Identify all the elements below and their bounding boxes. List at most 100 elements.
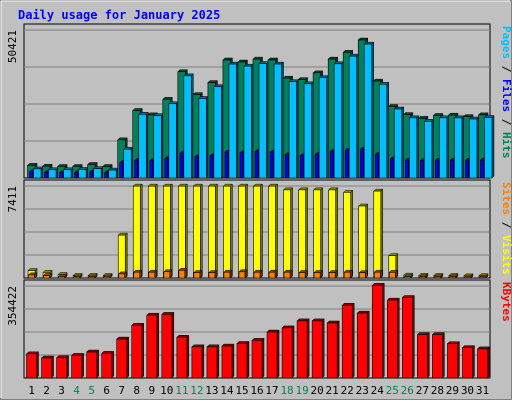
day-label-25: 25 <box>386 384 399 397</box>
bar-visits-day-16 <box>252 183 264 279</box>
bar-kbytes-day-10 <box>161 311 175 379</box>
bar-sites-day-31 <box>478 274 489 279</box>
bar-pages-day-11 <box>183 73 194 179</box>
bar-kbytes-day-26 <box>401 294 415 379</box>
legend-entry-visits: Visits <box>500 235 512 275</box>
day-label-12: 12 <box>190 384 203 397</box>
bar-pages-day-31 <box>483 114 495 179</box>
day-label-9: 9 <box>148 384 155 397</box>
bar-pages-day-7 <box>123 146 134 179</box>
bar-visits-day-15 <box>237 183 249 279</box>
bar-pages-day-13 <box>213 84 225 179</box>
legend-kbytes: KBytes <box>500 282 512 322</box>
day-label-27: 27 <box>416 384 429 397</box>
bar-visits-day-13 <box>207 183 219 279</box>
day-label-6: 6 <box>103 384 110 397</box>
bar-kbytes-day-13 <box>206 344 220 379</box>
bar-kbytes-day-31 <box>476 346 491 379</box>
bar-pages-day-22 <box>348 53 360 179</box>
bar-sites-day-2 <box>42 272 53 279</box>
bar-kbytes-day-9 <box>146 312 160 379</box>
bar-visits-day-12 <box>192 183 203 279</box>
bar-pages-day-17 <box>273 61 285 179</box>
panel-hits-files-pages: 50421 Pages / Files / Hits <box>6 23 512 179</box>
bar-kbytes-day-30 <box>461 345 476 379</box>
legend-entry-pages: Pages <box>500 26 512 59</box>
bar-pages-day-16 <box>258 60 270 179</box>
scale-label-hits-files-pages: 50421 <box>6 30 19 63</box>
legend-entry-hits: Hits <box>500 132 512 159</box>
bar-pages-day-15 <box>243 63 255 179</box>
bar-kbytes-day-11 <box>176 334 190 379</box>
bar-sites-day-29 <box>448 274 459 279</box>
bar-kbytes-day-3 <box>55 355 70 379</box>
bar-visits-day-19 <box>297 187 309 279</box>
bar-visits-day-10 <box>162 183 173 279</box>
day-label-13: 13 <box>205 384 218 397</box>
bar-sites-day-9 <box>148 269 158 279</box>
bar-pages-day-26 <box>408 115 420 179</box>
day-label-23: 23 <box>356 384 369 397</box>
bar-sites-day-18 <box>283 269 293 279</box>
bar-kbytes-day-15 <box>236 340 250 379</box>
bar-kbytes-day-22 <box>341 302 355 379</box>
bar-kbytes-day-7 <box>116 336 130 379</box>
bar-visits-day-9 <box>147 183 158 279</box>
bar-sites-day-13 <box>208 269 218 279</box>
bar-sites-day-25 <box>388 269 398 279</box>
bar-sites-day-28 <box>433 274 443 279</box>
scale-label-visits-sites: 7411 <box>6 186 19 213</box>
bar-kbytes-day-27 <box>416 332 430 379</box>
legend-entry-files: Files <box>500 79 512 112</box>
day-label-31: 31 <box>476 384 489 397</box>
bar-pages-day-9 <box>153 113 164 179</box>
bar-sites-day-5 <box>88 274 98 279</box>
day-label-1: 1 <box>28 384 35 397</box>
legend-separator: / <box>500 59 512 79</box>
bar-pages-day-20 <box>318 75 330 179</box>
bar-kbytes-day-12 <box>191 344 205 379</box>
bar-sites-day-11 <box>178 267 188 279</box>
bar-kbytes-day-1 <box>25 351 40 379</box>
bar-sites-day-30 <box>463 274 474 279</box>
bar-sites-day-15 <box>238 269 248 279</box>
bar-sites-day-27 <box>418 274 428 279</box>
day-label-22: 22 <box>341 384 354 397</box>
bar-sites-day-4 <box>73 274 83 279</box>
day-label-5: 5 <box>88 384 95 397</box>
bar-kbytes-day-17 <box>266 329 280 379</box>
bar-pages-day-1 <box>32 166 44 179</box>
bar-visits-day-23 <box>358 203 369 279</box>
bar-pages-day-5 <box>93 166 104 179</box>
chart-title: Daily usage for January 2025 <box>18 8 220 22</box>
bar-sites-day-23 <box>358 270 368 279</box>
bar-visits-day-14 <box>222 183 234 279</box>
scale-label-kbytes: 354422 <box>6 286 19 326</box>
bar-sites-day-26 <box>403 274 413 279</box>
legend-text-visits-sites: Sites / Visits <box>500 182 512 275</box>
bar-sites-day-22 <box>343 269 353 279</box>
day-label-11: 11 <box>175 384 188 397</box>
legend-separator: / <box>500 215 512 235</box>
bar-visits-day-7 <box>117 232 128 279</box>
bar-pages-day-18 <box>288 79 300 179</box>
bar-sites-day-14 <box>223 269 233 279</box>
bar-pages-day-2 <box>47 167 59 179</box>
bar-pages-day-10 <box>168 101 179 179</box>
bar-visits-day-24 <box>373 188 384 279</box>
bar-sites-day-24 <box>373 269 383 279</box>
bar-visits-day-17 <box>267 183 279 279</box>
day-label-16: 16 <box>250 384 263 397</box>
bar-pages-day-6 <box>108 167 119 179</box>
bar-sites-day-1 <box>27 272 38 279</box>
bar-kbytes-day-23 <box>356 310 370 379</box>
bar-pages-day-21 <box>333 61 345 179</box>
bar-sites-day-10 <box>163 269 173 279</box>
day-label-30: 30 <box>461 384 474 397</box>
bar-kbytes-day-16 <box>251 337 265 379</box>
bar-kbytes-day-21 <box>326 320 340 379</box>
bar-kbytes-day-8 <box>131 322 145 379</box>
bar-sites-day-16 <box>253 269 263 279</box>
